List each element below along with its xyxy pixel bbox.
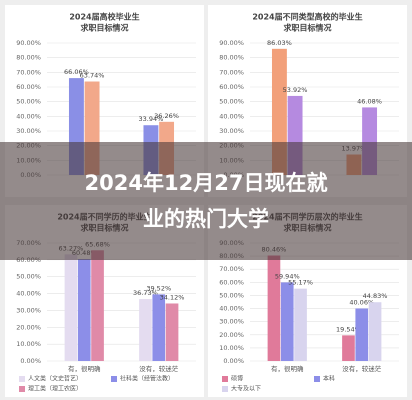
data-label: 34.12% [160, 293, 185, 301]
y-tick-label: 70.00% [219, 68, 244, 76]
chart-title: 2024届高校毕业生 [69, 12, 139, 22]
legend-label: 社科类（经管法教） [120, 375, 174, 383]
legend-label: 人文类（文史哲艺） [28, 375, 82, 383]
data-label: 44.83% [363, 292, 388, 300]
bar [267, 255, 281, 361]
y-tick-label: 40.00% [219, 112, 244, 120]
y-tick-label: 60.00% [219, 278, 244, 286]
bar [152, 294, 166, 361]
data-label: 40.06% [349, 298, 374, 306]
y-tick-label: 10.00% [16, 340, 41, 348]
y-tick-label: 60.00% [219, 83, 244, 91]
legend-swatch [111, 376, 117, 382]
data-label: 36.26% [154, 112, 179, 120]
data-label: 39.52% [146, 284, 171, 292]
legend-swatch [222, 386, 228, 392]
y-tick-label: 70.00% [219, 265, 244, 273]
y-tick-label: 50.00% [16, 98, 41, 106]
y-tick-label: 40.00% [219, 305, 244, 313]
y-tick-label: 90.00% [219, 39, 244, 47]
y-tick-label: 10.00% [219, 344, 244, 352]
y-tick-label: 40.00% [16, 290, 41, 298]
bar [165, 303, 179, 361]
y-tick-label: 60.00% [16, 83, 41, 91]
legend-label: 大专及以下 [231, 385, 261, 393]
y-tick-label: 0.00% [20, 357, 41, 365]
bar [91, 250, 104, 361]
data-label: 63.74% [80, 72, 105, 80]
data-label: 36.73% [133, 289, 158, 297]
y-tick-label: 50.00% [219, 98, 244, 106]
overlay-title: 业的热门大学 [143, 207, 269, 231]
bar [139, 299, 152, 361]
chart-title: 求职目标情况 [81, 23, 129, 33]
title-overlay [0, 142, 412, 260]
bar [342, 335, 355, 361]
data-label: 59.94% [275, 272, 300, 280]
x-tick-label: 没有，较迷茫 [139, 364, 179, 373]
overlay-title: 2024年12月27日现在就 [85, 171, 328, 195]
bar [368, 302, 382, 361]
y-tick-label: 40.00% [16, 112, 41, 120]
data-label: 53.92% [283, 86, 308, 94]
bar [294, 288, 307, 361]
legend-label: 理工类（理工农医） [28, 385, 82, 393]
bar [77, 259, 91, 361]
legend-swatch [19, 386, 25, 392]
bar [280, 282, 294, 361]
data-label: 86.03% [267, 39, 292, 47]
y-tick-label: 20.00% [219, 331, 244, 339]
y-tick-label: 50.00% [219, 291, 244, 299]
data-label: 46.08% [357, 97, 382, 105]
y-tick-label: 0.00% [223, 357, 244, 365]
x-tick-label: 没有，较迷茫 [342, 364, 382, 373]
data-label: 19.54% [336, 325, 361, 333]
y-tick-label: 50.00% [16, 273, 41, 281]
legend-swatch [314, 376, 320, 382]
y-tick-label: 80.00% [16, 54, 41, 62]
x-tick-label: 有，很明确 [271, 364, 304, 373]
legend-swatch [222, 376, 228, 382]
y-tick-label: 30.00% [219, 318, 244, 326]
y-tick-label: 30.00% [219, 127, 244, 135]
y-tick-label: 70.00% [16, 68, 41, 76]
data-label: 33.94% [139, 115, 164, 123]
legend-swatch [19, 376, 25, 382]
chart-title: 2024届不同类型高校的毕业生 [252, 12, 362, 22]
bar [355, 308, 369, 361]
x-tick-label: 有，很明确 [68, 364, 101, 373]
legend-label: 本科 [323, 375, 335, 383]
data-label: 66.06% [64, 68, 89, 76]
bar [64, 254, 78, 361]
chart-title: 求职目标情况 [284, 23, 332, 33]
y-tick-label: 20.00% [16, 323, 41, 331]
y-tick-label: 30.00% [16, 127, 41, 135]
data-label: 55.17% [288, 279, 313, 287]
y-tick-label: 80.00% [219, 54, 244, 62]
legend-label: 硕博 [231, 375, 243, 383]
y-tick-label: 90.00% [16, 39, 41, 47]
y-tick-label: 30.00% [16, 306, 41, 314]
